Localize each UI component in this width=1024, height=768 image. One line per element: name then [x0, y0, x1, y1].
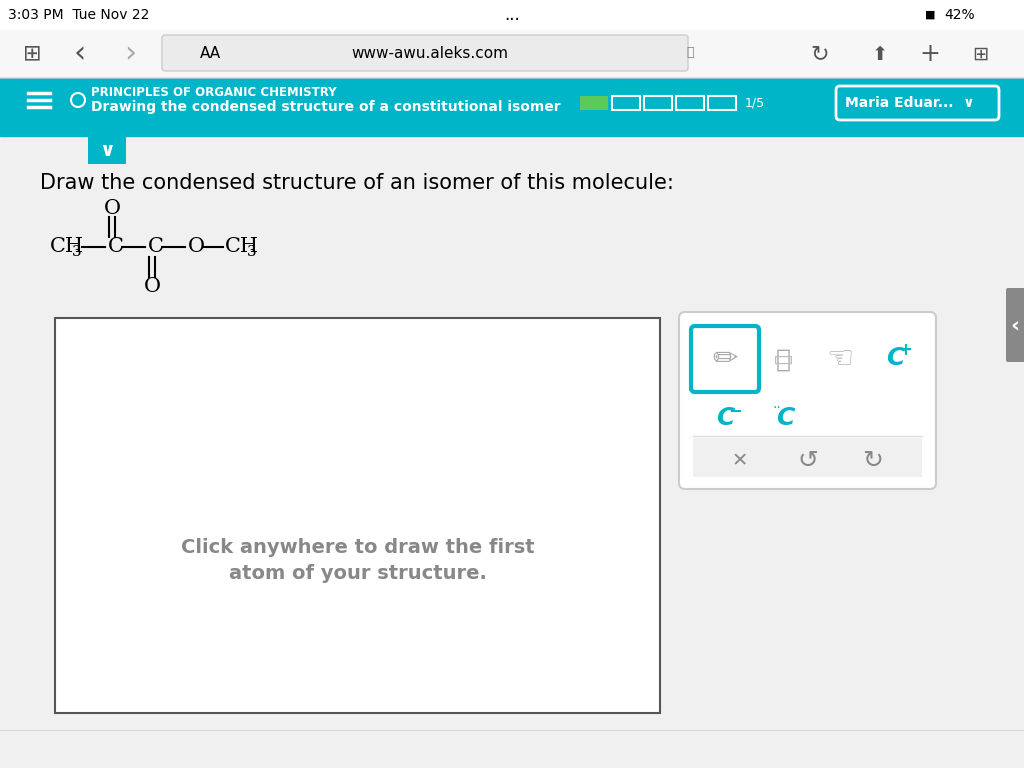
- Text: ☜: ☜: [826, 346, 854, 375]
- Bar: [676, 96, 705, 110]
- Bar: [0, 0, 1024, 30]
- Text: C: C: [716, 406, 734, 430]
- Text: −: −: [728, 401, 742, 419]
- Text: Drawing the condensed structure of a constitutional isomer: Drawing the condensed structure of a con…: [91, 100, 560, 114]
- Text: ...: ...: [504, 6, 520, 24]
- Text: atom of your structure.: atom of your structure.: [228, 564, 486, 583]
- Text: CH: CH: [50, 237, 84, 257]
- Text: ✕: ✕: [732, 452, 749, 471]
- Text: ▭: ▭: [772, 350, 794, 370]
- Text: ‹: ‹: [1011, 315, 1020, 335]
- Text: C: C: [148, 237, 164, 257]
- Bar: [0, 30, 1024, 78]
- Text: +: +: [920, 42, 940, 66]
- Text: 3: 3: [247, 245, 257, 259]
- Text: ›: ›: [124, 39, 136, 68]
- Bar: [644, 96, 672, 110]
- FancyBboxPatch shape: [691, 326, 759, 392]
- Text: C: C: [108, 237, 124, 257]
- Text: ↻: ↻: [811, 44, 829, 64]
- Bar: [580, 96, 608, 110]
- Bar: [612, 96, 640, 110]
- Text: Maria Eduar...  ∨: Maria Eduar... ∨: [845, 96, 975, 110]
- Text: ‹: ‹: [74, 39, 86, 68]
- Text: ∨: ∨: [99, 141, 115, 160]
- Text: ⬜: ⬜: [775, 348, 791, 372]
- FancyBboxPatch shape: [1006, 288, 1024, 362]
- Text: O: O: [143, 277, 161, 296]
- Text: Draw the condensed structure of an isomer of this molecule:: Draw the condensed structure of an isome…: [40, 173, 674, 193]
- Text: 3: 3: [72, 245, 82, 259]
- Text: ↺: ↺: [798, 449, 818, 473]
- Text: www-awu.aleks.com: www-awu.aleks.com: [351, 45, 509, 61]
- Text: ⊞: ⊞: [23, 44, 41, 64]
- Bar: [0, 730, 1024, 768]
- Text: O: O: [188, 237, 205, 257]
- Text: PRINCIPLES OF ORGANIC CHEMISTRY: PRINCIPLES OF ORGANIC CHEMISTRY: [91, 87, 337, 100]
- Text: 🔒: 🔒: [686, 47, 693, 59]
- Text: AA: AA: [200, 45, 221, 61]
- Text: 42%: 42%: [945, 8, 975, 22]
- Text: ✏: ✏: [713, 346, 737, 375]
- Text: ··: ··: [773, 401, 781, 415]
- FancyBboxPatch shape: [162, 35, 688, 71]
- Bar: [693, 438, 922, 477]
- Text: ■: ■: [925, 10, 935, 20]
- Bar: [55, 318, 660, 713]
- Text: O: O: [103, 200, 121, 219]
- Text: +: +: [898, 341, 912, 359]
- Bar: [708, 96, 736, 110]
- Bar: [88, 136, 126, 164]
- Text: C: C: [776, 406, 795, 430]
- Bar: [0, 78, 1024, 136]
- Text: CH: CH: [225, 237, 259, 257]
- Text: Click anywhere to draw the first: Click anywhere to draw the first: [180, 538, 535, 557]
- Text: ⊞: ⊞: [972, 45, 988, 64]
- Text: C: C: [886, 346, 904, 370]
- Text: ⬆: ⬆: [871, 45, 888, 64]
- Text: ↻: ↻: [862, 449, 884, 473]
- Text: 3:03 PM  Tue Nov 22: 3:03 PM Tue Nov 22: [8, 8, 150, 22]
- Text: 1/5: 1/5: [745, 97, 765, 110]
- FancyBboxPatch shape: [679, 312, 936, 489]
